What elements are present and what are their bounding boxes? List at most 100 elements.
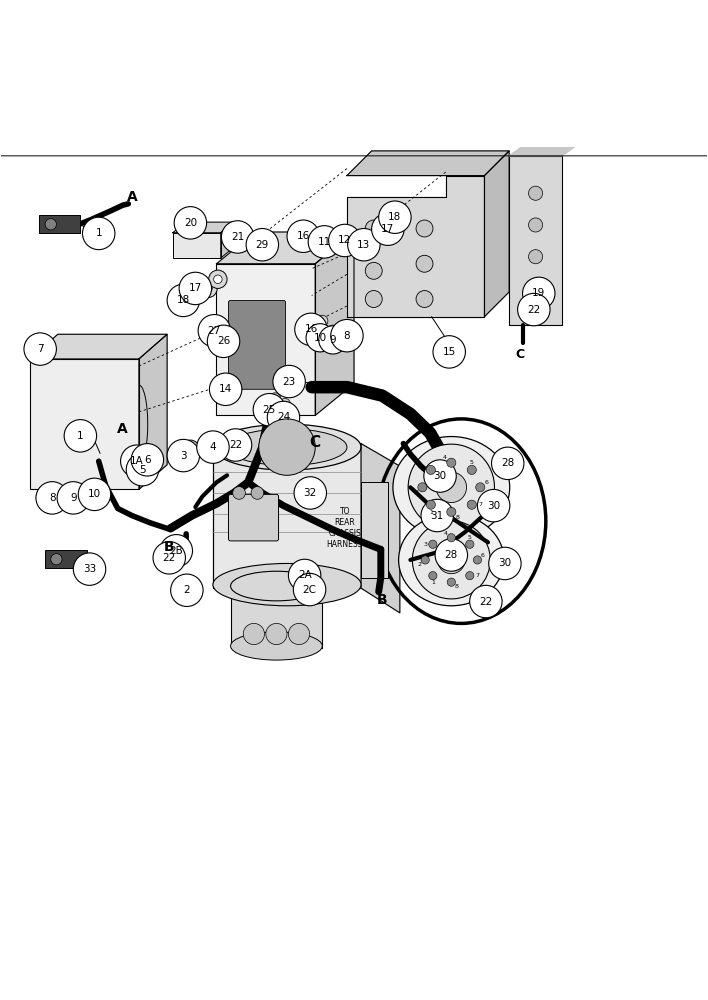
Text: 11: 11 <box>318 237 331 247</box>
Circle shape <box>466 572 474 580</box>
Circle shape <box>214 275 222 283</box>
Circle shape <box>447 578 455 586</box>
Circle shape <box>57 482 89 514</box>
Circle shape <box>466 540 474 548</box>
Circle shape <box>288 559 321 592</box>
Text: 6: 6 <box>144 455 151 465</box>
Text: 18: 18 <box>388 212 401 222</box>
Circle shape <box>207 325 240 358</box>
Bar <box>173 233 221 258</box>
Polygon shape <box>217 232 354 264</box>
Text: 3: 3 <box>421 467 424 472</box>
Text: 7: 7 <box>479 502 482 507</box>
Circle shape <box>269 393 280 404</box>
Circle shape <box>331 319 363 352</box>
Text: 2: 2 <box>183 585 190 595</box>
Text: 8: 8 <box>455 515 459 520</box>
Circle shape <box>365 262 382 279</box>
Circle shape <box>426 500 435 509</box>
Circle shape <box>412 521 490 599</box>
Text: 17: 17 <box>189 283 202 293</box>
Text: 16: 16 <box>304 324 318 334</box>
Circle shape <box>253 394 285 426</box>
Circle shape <box>529 186 542 200</box>
Text: 2: 2 <box>414 490 418 495</box>
Circle shape <box>293 573 326 606</box>
Circle shape <box>379 201 411 233</box>
Circle shape <box>489 547 521 580</box>
Text: 28: 28 <box>445 550 458 560</box>
Text: 8: 8 <box>455 584 459 589</box>
Circle shape <box>467 500 476 509</box>
Circle shape <box>433 336 465 368</box>
Polygon shape <box>173 222 234 233</box>
Polygon shape <box>347 151 509 176</box>
Circle shape <box>319 326 347 354</box>
Circle shape <box>36 482 69 514</box>
Polygon shape <box>221 222 234 258</box>
Text: 6: 6 <box>481 553 485 558</box>
Circle shape <box>306 324 334 352</box>
Circle shape <box>529 281 542 295</box>
Circle shape <box>491 447 524 480</box>
Text: 18: 18 <box>177 295 190 305</box>
Circle shape <box>438 546 465 574</box>
Text: 1: 1 <box>77 431 84 441</box>
Text: 6: 6 <box>484 480 489 485</box>
Circle shape <box>518 293 550 326</box>
Circle shape <box>474 556 481 564</box>
Text: 5: 5 <box>468 535 472 540</box>
Circle shape <box>51 554 62 565</box>
Text: 26: 26 <box>217 336 230 346</box>
Circle shape <box>447 507 456 516</box>
Text: 3: 3 <box>180 451 187 461</box>
Text: 22: 22 <box>163 553 176 563</box>
Circle shape <box>160 535 193 567</box>
Text: 8: 8 <box>49 493 55 503</box>
Circle shape <box>447 534 455 542</box>
Circle shape <box>372 213 404 245</box>
Circle shape <box>429 540 437 548</box>
Text: 22: 22 <box>527 305 540 315</box>
Ellipse shape <box>227 429 347 465</box>
Circle shape <box>244 623 264 645</box>
Text: 9: 9 <box>70 493 76 503</box>
Circle shape <box>79 478 110 511</box>
Circle shape <box>334 330 346 341</box>
Text: 2: 2 <box>418 562 422 567</box>
Polygon shape <box>509 143 580 156</box>
Circle shape <box>222 221 254 253</box>
Circle shape <box>137 449 154 466</box>
Circle shape <box>295 313 327 346</box>
Text: 32: 32 <box>304 488 317 498</box>
Circle shape <box>429 572 437 580</box>
Circle shape <box>43 489 52 497</box>
Circle shape <box>529 250 542 264</box>
Circle shape <box>24 333 57 365</box>
Polygon shape <box>139 334 167 489</box>
Text: 22: 22 <box>479 597 493 607</box>
Circle shape <box>64 420 96 452</box>
Circle shape <box>436 472 467 503</box>
Circle shape <box>198 315 231 347</box>
Circle shape <box>416 220 433 237</box>
Circle shape <box>50 486 59 496</box>
Circle shape <box>416 291 433 307</box>
Circle shape <box>435 539 467 571</box>
Circle shape <box>348 228 380 261</box>
Circle shape <box>251 487 264 499</box>
Text: 9: 9 <box>329 335 336 345</box>
Text: 2C: 2C <box>302 585 316 595</box>
FancyBboxPatch shape <box>45 550 86 568</box>
Text: 13: 13 <box>358 240 370 250</box>
Text: A: A <box>118 422 128 436</box>
Circle shape <box>421 556 429 564</box>
Text: 5: 5 <box>139 465 146 475</box>
Text: 22: 22 <box>229 440 242 450</box>
Circle shape <box>469 585 502 618</box>
Circle shape <box>523 277 555 310</box>
Circle shape <box>171 574 203 606</box>
Circle shape <box>181 440 200 458</box>
Text: 3: 3 <box>423 542 427 547</box>
Text: 4: 4 <box>210 442 216 452</box>
